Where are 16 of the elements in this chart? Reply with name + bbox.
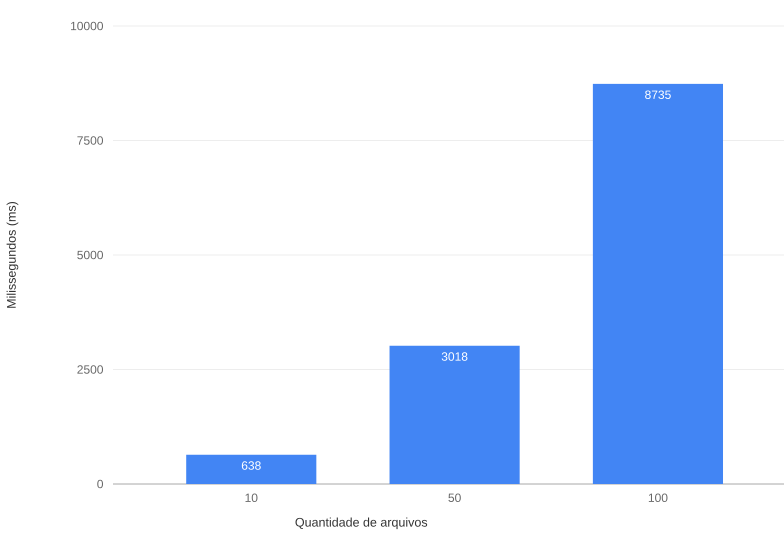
bar [186, 454, 316, 484]
x-axis-title: Quantidade de arquivos [295, 518, 428, 530]
data-label: 3018 [442, 352, 468, 361]
x-tick-label: 10 [246, 494, 258, 502]
y-axis-title: Milissegundos (ms) [6, 202, 18, 308]
y-tick-label: 2500 [77, 365, 104, 374]
data-label: 8735 [645, 90, 671, 99]
data-label: 638 [242, 461, 261, 470]
y-tick-label: 5000 [77, 250, 104, 260]
x-tick-label: 100 [648, 494, 668, 502]
bar [390, 346, 520, 484]
y-tick-label: 7500 [77, 136, 104, 145]
x-tick-label: 50 [448, 494, 461, 502]
y-tick-label: 10000 [71, 22, 103, 30]
bar [592, 84, 724, 484]
y-tick-label: 0 [97, 480, 104, 488]
